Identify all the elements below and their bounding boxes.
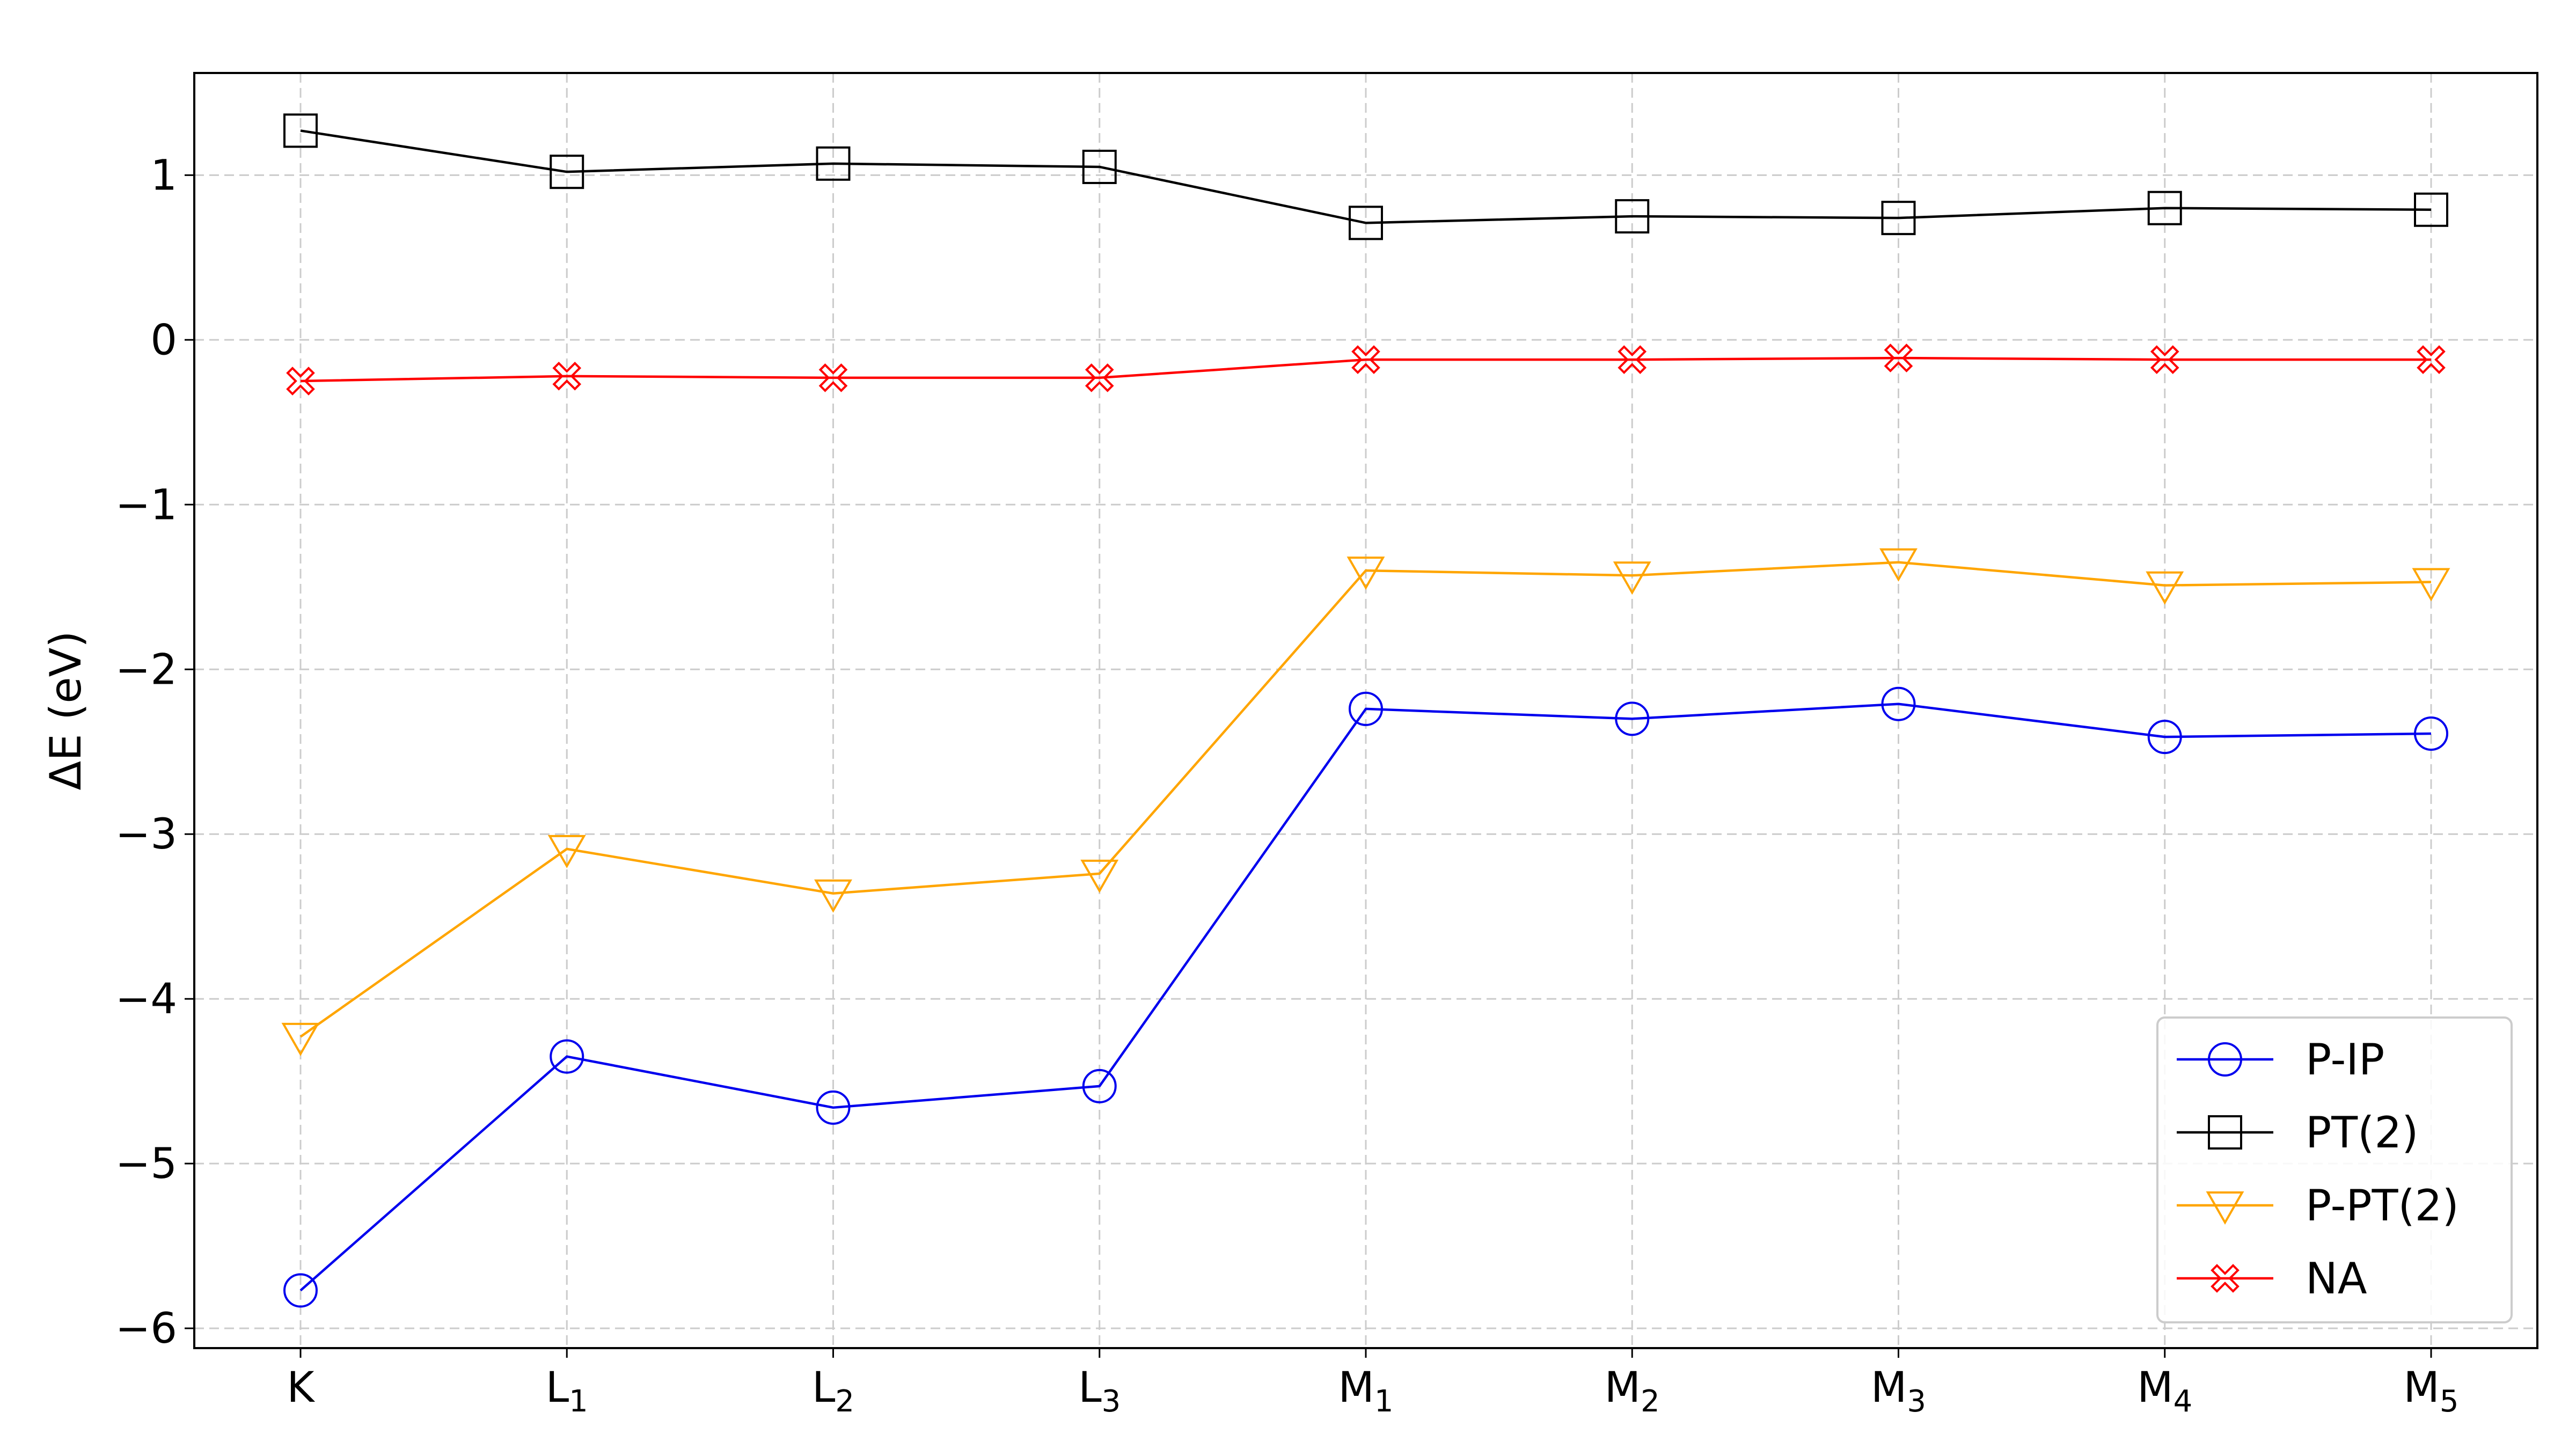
data-point: [286, 367, 315, 396]
series-na: [286, 343, 2446, 396]
data-point: [1085, 363, 1114, 392]
legend-entry: P-IP: [2177, 1035, 2384, 1085]
data-point: [814, 879, 852, 913]
data-point: [1082, 1069, 1117, 1103]
x-tick-label: M4: [2137, 1364, 2192, 1419]
x-tick-label: M1: [1338, 1364, 1394, 1419]
legend-entry: PT(2): [2177, 1108, 2418, 1158]
data-point: [1881, 201, 1916, 236]
data-point: [2150, 345, 2179, 374]
data-point: [552, 362, 582, 391]
series-line: [299, 561, 2432, 1038]
data-point: [1613, 561, 1651, 595]
legend-label: P-IP: [2306, 1035, 2384, 1085]
data-point: [1618, 345, 1647, 374]
data-point: [2412, 568, 2450, 602]
data-point: [818, 363, 848, 392]
legend-entry: NA: [2177, 1254, 2367, 1304]
data-point: [816, 1090, 851, 1125]
legend-entry: P-PT(2): [2177, 1181, 2459, 1231]
y-tick-label: −4: [115, 975, 177, 1023]
data-point: [2414, 716, 2448, 751]
data-point: [1080, 859, 1119, 893]
x-tick-label: L3: [1078, 1364, 1121, 1419]
y-axis: −6 −5 −4 −3 −2 −1 0 1: [115, 151, 194, 1353]
series-pt-2: [283, 113, 2448, 240]
x-tick-label: M2: [1605, 1364, 1660, 1419]
y-tick-label: −1: [115, 481, 177, 529]
data-point: [1879, 548, 1918, 582]
data-point: [547, 835, 586, 868]
legend-label: NA: [2306, 1254, 2367, 1304]
data-point: [816, 146, 851, 181]
data-point: [550, 155, 584, 189]
series-layer: [281, 113, 2450, 1308]
data-point: [283, 1273, 318, 1308]
legend-label: PT(2): [2306, 1108, 2418, 1158]
data-point: [1346, 557, 1385, 590]
data-point: [1349, 691, 1383, 726]
y-tick-label: −5: [115, 1140, 177, 1188]
legend-swatch-marker: [2208, 1115, 2242, 1150]
series-p-pt-2: [281, 548, 2450, 1056]
data-point: [1884, 343, 1913, 372]
x-tick-label: M5: [2404, 1364, 2459, 1419]
data-point: [2147, 191, 2182, 225]
y-tick-label: −3: [115, 810, 177, 859]
data-point: [283, 113, 318, 148]
data-point: [2147, 720, 2182, 755]
x-axis: K L1 L2 L3 M1 M2 M3 M4 M5: [287, 1348, 2458, 1419]
y-tick-label: −6: [115, 1305, 177, 1353]
series-line: [300, 129, 2432, 224]
x-tick-label: K: [287, 1364, 315, 1412]
y-tick-label: 1: [150, 151, 177, 200]
y-tick-label: 0: [150, 316, 177, 364]
data-point: [1351, 345, 1380, 374]
data-point: [1615, 701, 1650, 736]
legend-swatch-marker: [2211, 1264, 2240, 1293]
legend-box: [2156, 1016, 2513, 1323]
data-point: [550, 1039, 584, 1074]
x-tick-label: M3: [1871, 1364, 1926, 1419]
legend-swatch-marker: [2208, 1042, 2242, 1077]
data-point: [1082, 149, 1117, 184]
data-point: [2417, 345, 2446, 374]
legend-label: P-PT(2): [2306, 1181, 2459, 1231]
series-p-ip: [283, 686, 2448, 1308]
data-point: [2146, 571, 2184, 605]
legend: P-IP PT(2) P-PT(2) NA: [2156, 1016, 2513, 1323]
data-point: [2414, 192, 2448, 227]
y-axis-label: ΔE (eV): [41, 631, 91, 790]
x-tick-label: L2: [812, 1364, 854, 1419]
data-point: [281, 1022, 320, 1056]
data-point: [1881, 686, 1916, 721]
x-tick-label: L1: [546, 1364, 588, 1419]
y-tick-label: −2: [115, 646, 177, 694]
data-point: [1615, 199, 1650, 234]
data-point: [1349, 206, 1383, 240]
series-line: [299, 702, 2432, 1292]
series-line: [300, 356, 2431, 383]
legend-swatch-marker: [2206, 1191, 2244, 1225]
